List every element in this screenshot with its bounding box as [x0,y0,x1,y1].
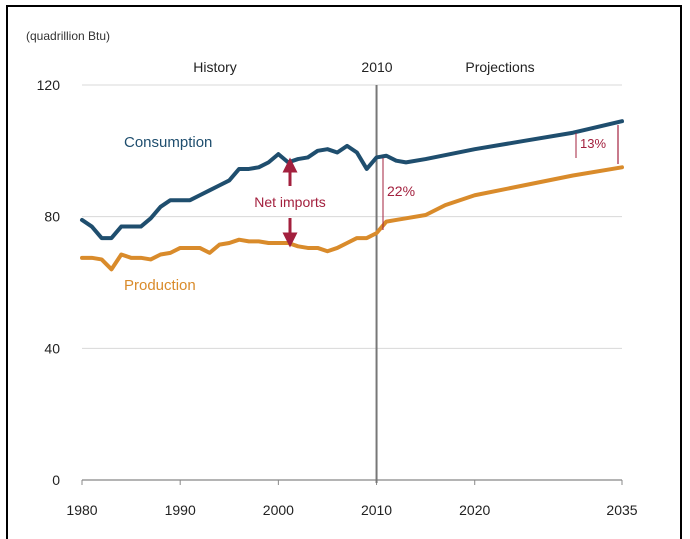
divider-year-label: 2010 [361,59,392,75]
y-tick-label: 120 [37,77,61,93]
y-tick-labels: 0 40 80 120 [37,77,61,488]
series-layer [80,119,624,272]
x-tick-label: 2035 [606,502,637,518]
x-tick-label: 1990 [165,502,196,518]
x-tick-labels: 1980 1990 2000 2010 2020 2035 [66,480,638,518]
history-label: History [193,59,237,75]
grid-lines [82,84,622,481]
x-tick-label: 1980 [66,502,97,518]
unit-label: (quadrillion Btu) [26,29,110,43]
gap-2010-label: 22% [387,183,415,199]
y-tick-label: 40 [44,340,60,356]
net-imports-label: Net imports [254,194,326,210]
y-tick-label: 80 [44,209,60,225]
x-tick-label: 2010 [361,502,392,518]
projections-label: Projections [465,59,534,75]
series-line-consumption [80,119,624,241]
chart-frame [6,5,682,539]
x-tick-label: 2000 [263,502,294,518]
y-tick-label: 0 [52,472,60,488]
series-label-production: Production [124,277,196,294]
series-label-consumption: Consumption [124,134,212,151]
x-tick-label: 2020 [459,502,490,518]
gap-2035-label: 13% [580,136,606,151]
series-line-production [80,165,624,272]
